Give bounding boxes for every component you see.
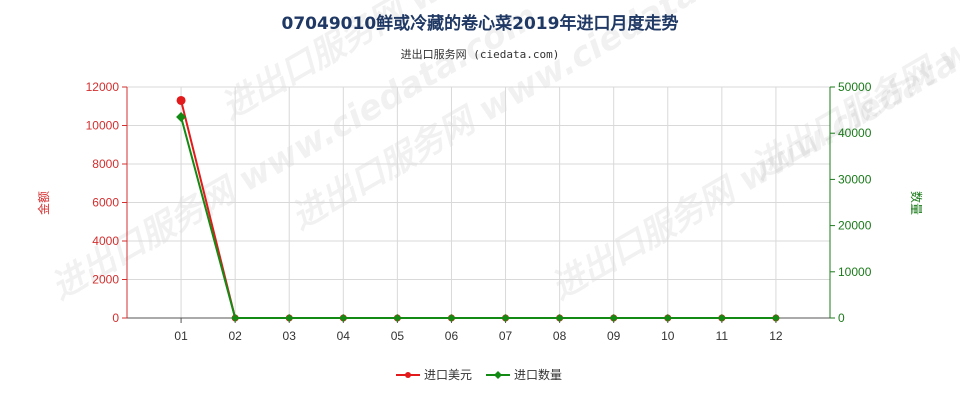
left-tick-label: 4000 <box>92 234 119 248</box>
chart-title: 07049010鲜或冷藏的卷心菜2019年进口月度走势 <box>282 13 679 34</box>
data-point-quantity <box>501 314 510 322</box>
data-point-quantity <box>447 314 456 322</box>
x-tick-label: 10 <box>661 329 675 343</box>
left-tick-label: 8000 <box>92 157 119 171</box>
x-tick-label: 02 <box>228 329 242 343</box>
x-tick-label: 12 <box>769 329 783 343</box>
legend-amount-label: 进口美元 <box>424 368 472 382</box>
left-tick-label: 6000 <box>92 196 119 210</box>
x-tick-label: 08 <box>553 329 567 343</box>
data-point-quantity <box>717 314 726 322</box>
data-point-quantity <box>176 112 187 123</box>
x-tick-label: 01 <box>174 329 188 343</box>
left-axis-label: 金额 <box>36 191 51 215</box>
right-tick-label: 20000 <box>838 219 872 233</box>
data-point-quantity <box>771 314 780 322</box>
right-tick-label: 10000 <box>838 265 872 279</box>
data-point-quantity <box>285 314 294 322</box>
right-tick-label: 30000 <box>838 172 872 186</box>
x-tick-label: 09 <box>607 329 621 343</box>
x-tick-label: 07 <box>499 329 513 343</box>
data-point-quantity <box>393 314 402 322</box>
data-point-quantity <box>663 314 672 322</box>
data-point-amount <box>176 95 186 105</box>
left-tick-label: 2000 <box>92 273 119 287</box>
left-tick-label: 10000 <box>86 119 120 133</box>
x-tick-label: 05 <box>391 329 405 343</box>
data-point-quantity <box>555 314 564 322</box>
right-tick-label: 40000 <box>838 126 872 140</box>
legend-quantity-label: 进口数量 <box>514 367 562 382</box>
right-tick-label: 50000 <box>838 80 872 94</box>
series-layer <box>176 95 780 322</box>
left-tick-label: 12000 <box>86 80 120 94</box>
data-point-quantity <box>339 314 348 322</box>
data-point-quantity <box>231 314 240 322</box>
grid-lines <box>127 86 830 319</box>
series-line-quantity <box>180 116 776 319</box>
right-axis-label: 数量 <box>909 191 924 215</box>
left-tick-label: 0 <box>112 311 119 325</box>
legend-amount-marker <box>405 372 411 378</box>
legend: 进口美元 进口数量 <box>396 367 562 382</box>
x-tick-label: 04 <box>337 329 351 343</box>
right-tick-label: 0 <box>838 311 845 325</box>
x-tick-label: 06 <box>445 329 459 343</box>
x-tick-label: 11 <box>716 329 729 343</box>
chart-subtitle: 进出口服务网 (ciedata.com) <box>401 47 560 61</box>
data-point-quantity <box>609 314 618 322</box>
legend-quantity-marker <box>494 371 502 379</box>
x-tick-label: 03 <box>283 329 297 343</box>
